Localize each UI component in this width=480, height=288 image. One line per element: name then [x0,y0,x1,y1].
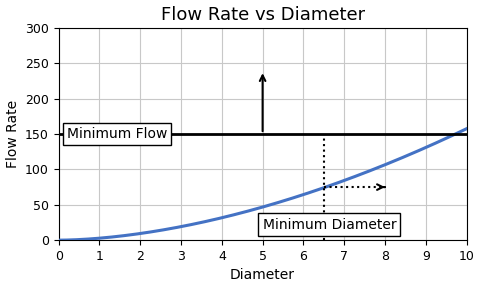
Text: Minimum Flow: Minimum Flow [67,127,167,141]
Text: Minimum Diameter: Minimum Diameter [263,218,396,232]
Title: Flow Rate vs Diameter: Flow Rate vs Diameter [160,5,365,24]
X-axis label: Diameter: Diameter [230,268,295,283]
Y-axis label: Flow Rate: Flow Rate [6,100,20,168]
